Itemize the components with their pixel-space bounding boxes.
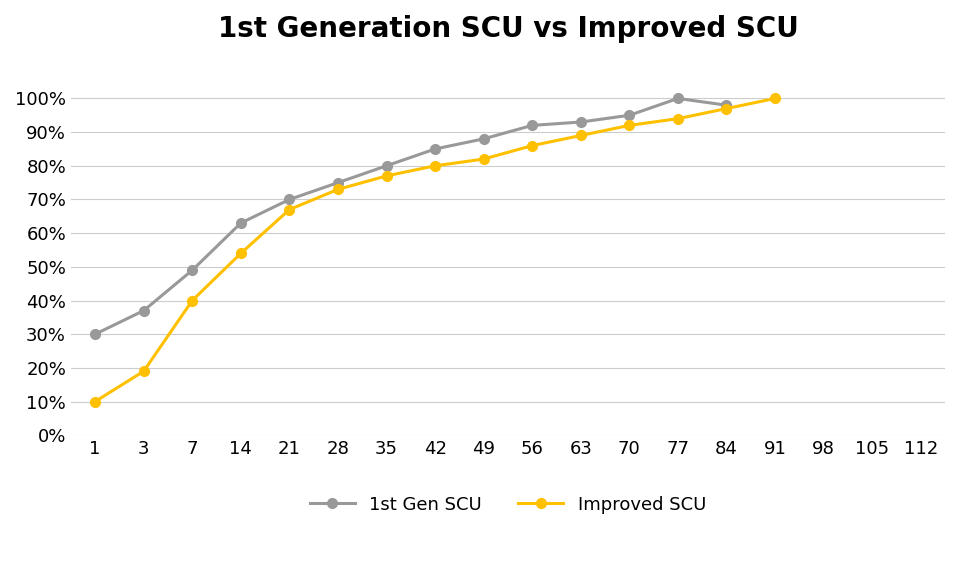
Title: 1st Generation SCU vs Improved SCU: 1st Generation SCU vs Improved SCU	[218, 15, 799, 43]
Line: Improved SCU: Improved SCU	[90, 93, 780, 406]
Improved SCU	[332, 186, 344, 193]
1st Gen SCU	[624, 112, 636, 119]
Improved SCU	[429, 162, 441, 169]
1st Gen SCU	[138, 307, 150, 314]
1st Gen SCU	[429, 146, 441, 153]
Improved SCU	[526, 142, 538, 149]
Improved SCU	[721, 105, 732, 112]
Improved SCU	[624, 122, 636, 129]
1st Gen SCU	[526, 122, 538, 129]
1st Gen SCU	[381, 162, 393, 169]
Improved SCU	[283, 206, 295, 213]
1st Gen SCU	[721, 102, 732, 109]
Improved SCU	[138, 367, 150, 375]
Improved SCU	[769, 95, 780, 102]
1st Gen SCU	[235, 220, 247, 227]
1st Gen SCU	[575, 119, 587, 126]
1st Gen SCU	[283, 196, 295, 203]
Improved SCU	[672, 115, 684, 122]
Legend: 1st Gen SCU, Improved SCU: 1st Gen SCU, Improved SCU	[302, 488, 713, 521]
Line: 1st Gen SCU: 1st Gen SCU	[90, 93, 732, 339]
Improved SCU	[381, 173, 393, 180]
Improved SCU	[478, 156, 490, 163]
1st Gen SCU	[186, 266, 198, 274]
Improved SCU	[575, 132, 587, 139]
1st Gen SCU	[89, 330, 101, 338]
Improved SCU	[235, 250, 247, 257]
1st Gen SCU	[478, 136, 490, 143]
1st Gen SCU	[672, 95, 684, 102]
Improved SCU	[89, 398, 101, 405]
1st Gen SCU	[332, 179, 344, 186]
Improved SCU	[186, 297, 198, 304]
